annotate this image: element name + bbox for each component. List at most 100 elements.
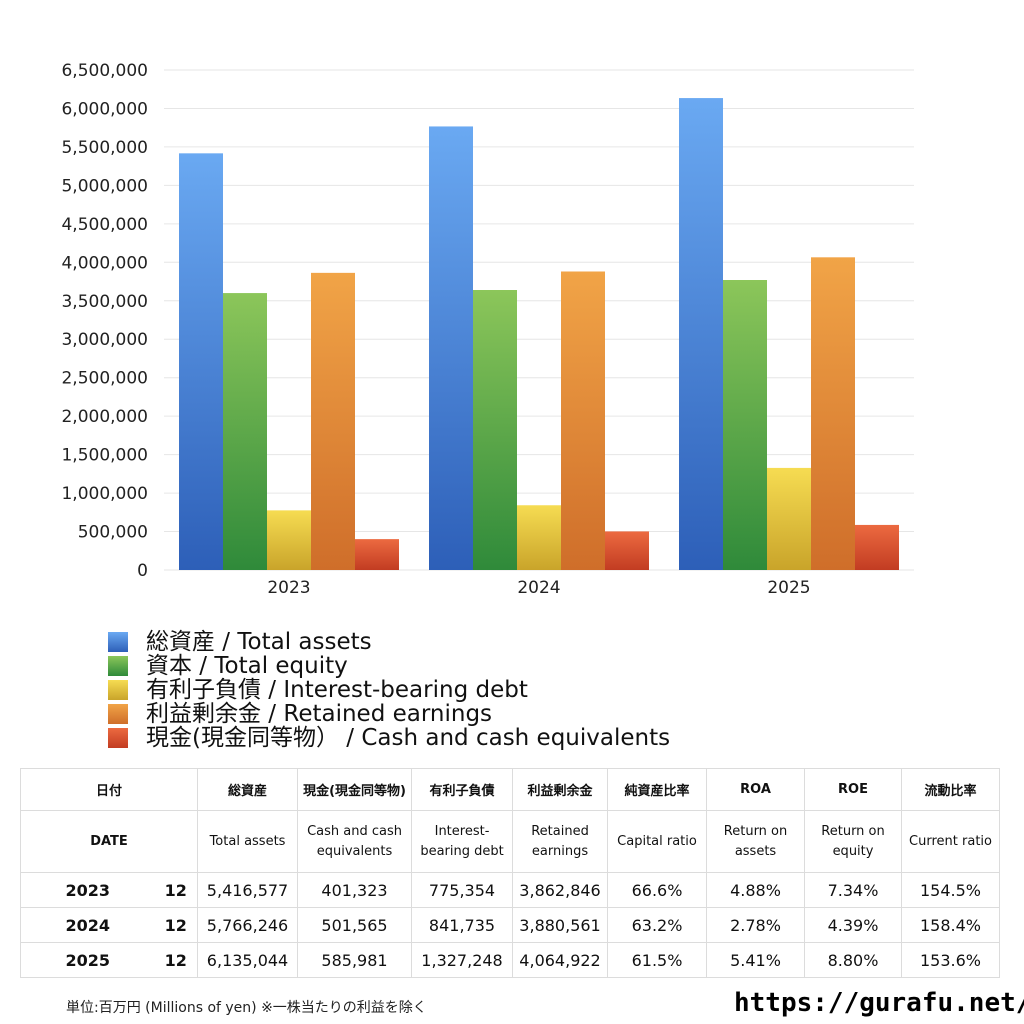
cell-roa: 5.41%: [706, 942, 806, 978]
legend-item-interest-bearing-debt: 有利子負債 / Interest-bearing debt: [108, 678, 670, 702]
y-tick-label: 1,500,000: [61, 446, 148, 466]
cell-month: 12: [154, 942, 199, 978]
legend-label-cash: 現金(現金同等物） / Cash and cash equivalents: [146, 725, 671, 751]
y-tick-label: 5,500,000: [61, 138, 148, 158]
x-tick-label: 2024: [517, 578, 560, 598]
table-row: 2024 12 5,766,246 501,565 841,735 3,880,…: [20, 907, 1001, 943]
y-tick-label: 6,500,000: [61, 61, 148, 81]
y-tick-label: 1,000,000: [61, 484, 148, 504]
cell-capital-ratio: 61.5%: [607, 942, 708, 978]
x-tick-label: 2023: [267, 578, 310, 598]
cell-roe: 4.39%: [804, 907, 903, 943]
header-capital-ratio-jp: 純資産比率: [607, 768, 708, 811]
header-date-jp: 日付: [19, 768, 199, 811]
legend-item-cash: 現金(現金同等物） / Cash and cash equivalents: [108, 726, 670, 750]
bar-interest-bearing-debt-2024: [517, 505, 561, 570]
cell-capital-ratio: 66.6%: [607, 872, 708, 908]
legend-label-retained-earnings: 利益剰余金 / Retained earnings: [146, 701, 493, 727]
gridlines: [164, 69, 914, 571]
cell-roe: 7.34%: [804, 872, 903, 908]
legend-swatch-retained-earnings: [108, 704, 128, 724]
y-tick-label: 500,000: [78, 523, 148, 543]
y-tick-label: 2,000,000: [61, 407, 148, 427]
legend-label-total-assets: 総資産 / Total assets: [146, 629, 372, 655]
y-tick-label: 3,000,000: [61, 330, 148, 350]
header-capital-ratio-en: Capital ratio: [607, 810, 708, 873]
y-tick-label: 4,500,000: [61, 215, 148, 235]
bar-cash-2023: [355, 539, 399, 570]
header-roe-en: Return on equity: [804, 810, 903, 873]
bar-chart: 0 500,000 1,000,000 1,500,000 2,000,000 2,500…: [61, 61, 914, 598]
bar-retained-earnings-2025: [811, 257, 855, 570]
header-roa-jp: ROA: [706, 768, 806, 811]
cell-year: 2024: [20, 907, 155, 943]
header-total-assets-en: Total assets: [197, 810, 299, 873]
bar-total-equity-2023: [223, 293, 267, 570]
legend: 総資産 / Total assets 資本 / Total equity 有利子…: [108, 630, 670, 750]
header-retained-jp: 利益剰余金: [512, 768, 609, 811]
cell-cash: 501,565: [297, 907, 413, 943]
header-roa-en: Return on assets: [706, 810, 806, 873]
header-debt-jp: 有利子負債: [411, 768, 514, 811]
cell-total-assets: 6,135,044: [197, 942, 299, 978]
bar-interest-bearing-debt-2025: [767, 467, 811, 570]
header-total-assets-jp: 総資産: [197, 768, 299, 811]
legend-item-retained-earnings: 利益剰余金 / Retained earnings: [108, 702, 670, 726]
bar-total-assets-2023: [179, 153, 223, 571]
header-retained-en: Retained earnings: [512, 810, 609, 873]
bar-interest-bearing-debt-2023: [267, 510, 311, 570]
header-debt-en: Interest-bearing debt: [411, 810, 514, 873]
y-tick-label: 5,000,000: [61, 176, 148, 196]
bar-total-assets-2024: [429, 126, 473, 570]
legend-swatch-interest-bearing-debt: [108, 680, 128, 700]
financial-table: 日付 総資産 現金(現金同等物) 有利子負債 利益剰余金 純資産比率 ROA R…: [19, 768, 1001, 978]
y-axis-tick-labels: 0 500,000 1,000,000 1,500,000 2,000,000 2,500…: [61, 61, 148, 581]
bar-total-equity-2025: [723, 280, 767, 570]
cell-roa: 2.78%: [706, 907, 806, 943]
table-header-en: DATE Total assets Cash and cash equivale…: [19, 810, 1001, 873]
cell-total-assets: 5,766,246: [197, 907, 299, 943]
legend-item-total-assets: 総資産 / Total assets: [108, 630, 670, 654]
legend-label-total-equity: 資本 / Total equity: [146, 653, 348, 679]
x-tick-label: 2025: [767, 578, 810, 598]
x-axis-tick-labels: 2023 2024 2025: [267, 578, 810, 598]
y-tick-label: 0: [137, 561, 148, 581]
cell-roa: 4.88%: [706, 872, 806, 908]
legend-swatch-total-equity: [108, 656, 128, 676]
header-current-ratio-jp: 流動比率: [901, 768, 1001, 811]
cell-current-ratio: 153.6%: [901, 942, 1001, 978]
legend-label-interest-bearing-debt: 有利子負債 / Interest-bearing debt: [146, 677, 528, 703]
cell-year: 2025: [20, 942, 155, 978]
y-tick-label: 3,500,000: [61, 292, 148, 312]
bars: [179, 98, 899, 571]
bar-retained-earnings-2024: [561, 271, 605, 570]
legend-swatch-total-assets: [108, 632, 128, 652]
unit-footnote: 単位:百万円 (Millions of yen) ※一株当たりの利益を除く: [66, 1000, 427, 1016]
cell-capital-ratio: 63.2%: [607, 907, 708, 943]
cell-retained: 4,064,922: [512, 942, 609, 978]
cell-year: 2023: [20, 872, 155, 908]
cell-debt: 1,327,248: [411, 942, 514, 978]
header-roe-jp: ROE: [804, 768, 903, 811]
bar-cash-2025: [855, 524, 899, 570]
bar-total-equity-2024: [473, 290, 517, 570]
header-current-ratio-en: Current ratio: [901, 810, 1001, 873]
cell-cash: 401,323: [297, 872, 413, 908]
table-row: 2025 12 6,135,044 585,981 1,327,248 4,06…: [20, 942, 1001, 978]
site-url-link[interactable]: https://gurafu.net/: [734, 988, 1024, 1018]
cell-retained: 3,862,846: [512, 872, 609, 908]
cell-retained: 3,880,561: [512, 907, 609, 943]
table-header-jp: 日付 総資産 現金(現金同等物) 有利子負債 利益剰余金 純資産比率 ROA R…: [19, 768, 1001, 811]
cell-month: 12: [154, 872, 199, 908]
cell-debt: 841,735: [411, 907, 514, 943]
legend-item-total-equity: 資本 / Total equity: [108, 654, 670, 678]
cell-debt: 775,354: [411, 872, 514, 908]
cell-roe: 8.80%: [804, 942, 903, 978]
header-cash-en: Cash and cash equivalents: [297, 810, 413, 873]
cell-month: 12: [154, 907, 199, 943]
table-row: 2023 12 5,416,577 401,323 775,354 3,862,…: [20, 872, 1001, 908]
y-tick-label: 6,000,000: [61, 99, 148, 119]
y-tick-label: 4,000,000: [61, 253, 148, 273]
header-cash-jp: 現金(現金同等物): [297, 768, 413, 811]
cell-total-assets: 5,416,577: [197, 872, 299, 908]
